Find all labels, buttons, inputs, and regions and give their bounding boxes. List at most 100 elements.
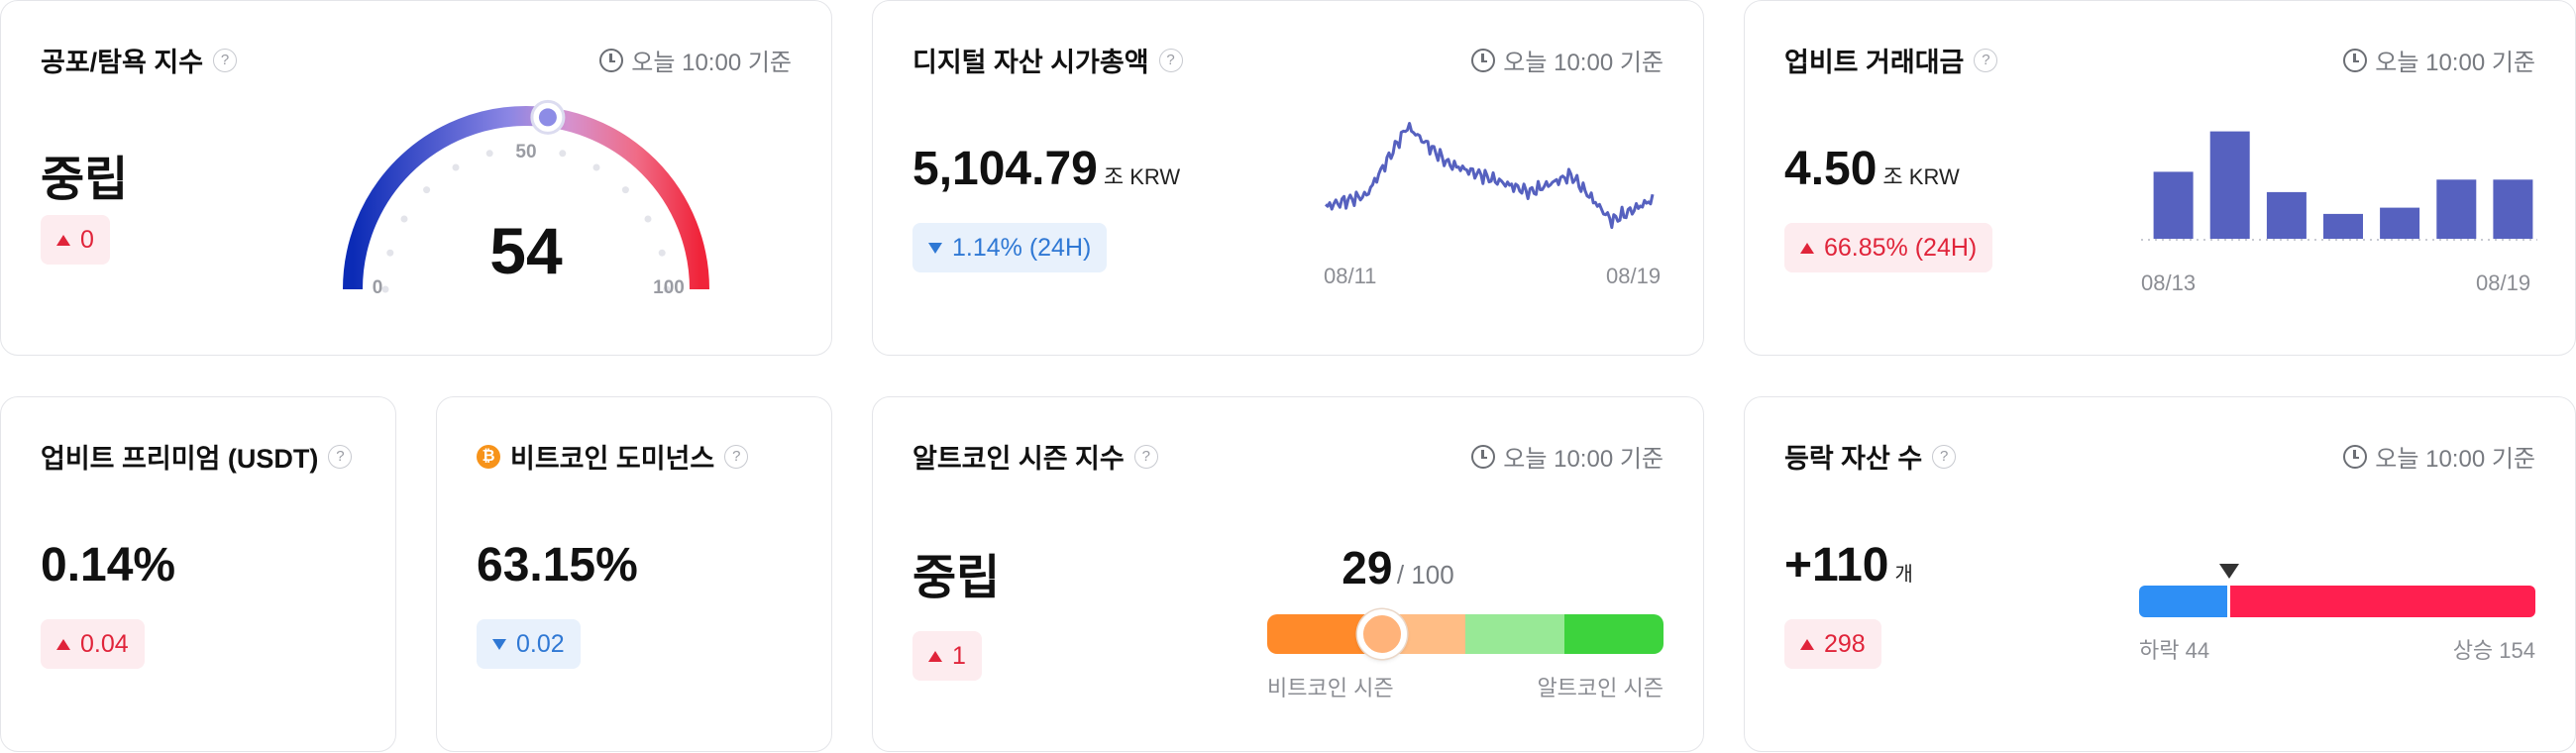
gauge-tick-dot	[452, 163, 460, 171]
timestamp: 오늘 10:00 기준	[1471, 439, 1664, 474]
market-cap-series-line	[1325, 122, 1655, 230]
gauge-value: 54	[489, 214, 563, 287]
card-title: ₿ 비트코인 도미넌스 ?	[477, 437, 749, 476]
fear-greed-gauge: 0 50 100 54	[343, 99, 709, 298]
market-cap-number: 5,104.79	[912, 143, 1098, 195]
updown-unit: 개	[1894, 564, 1913, 586]
fear-greed-card[interactable]: 공포/탐욕 지수 ? 오늘 10:00 기준 중립 0 0 50 100 54	[0, 0, 832, 356]
dominance-value: 63.15%	[477, 539, 638, 592]
clock-icon	[2343, 48, 2368, 72]
x-axis-start-label: 08/11	[1324, 264, 1377, 288]
timestamp: 오늘 10:00 기준	[2343, 43, 2535, 77]
fear-greed-title: 공포/탐욕 지수	[41, 48, 204, 77]
ratio-bar-down	[2139, 586, 2227, 617]
gauge-knob-center	[538, 108, 557, 127]
clock-icon	[1471, 48, 1496, 72]
clock-icon	[599, 48, 624, 72]
altseason-status: 중립	[912, 552, 1001, 604]
scale-segment-bitcoin-strong	[1267, 614, 1366, 654]
up-arrow-icon	[1800, 242, 1814, 254]
bitcoin-season-label: 비트코인 시즌	[1267, 676, 1394, 700]
ratio-bar-up	[2229, 586, 2535, 617]
gauge-tick-dot	[663, 285, 671, 293]
change-value: 1	[952, 641, 966, 670]
help-icon[interactable]: ?	[1932, 444, 1957, 469]
up-arrow-icon	[1800, 638, 1814, 650]
x-axis-end-label: 08/19	[2476, 270, 2531, 295]
gauge-tick-dot	[592, 163, 600, 171]
down-count-label: 하락 44	[2139, 638, 2210, 663]
up-arrow-icon	[928, 650, 942, 662]
ratio-marker-icon	[2218, 564, 2239, 579]
timestamp-text: 오늘 10:00 기준	[1503, 446, 1664, 473]
volume-unit: 조 KRW	[1882, 164, 1960, 189]
change-value: 1.14% (24H)	[952, 233, 1092, 262]
updown-card[interactable]: 등락 자산 수 ? 오늘 10:00 기준 +110 개 298 하락 44 상승…	[1744, 396, 2576, 752]
altseason-value: 29	[1342, 542, 1393, 593]
volume-value: 4.50 조 KRW	[1784, 142, 1960, 196]
change-badge: 66.85% (24H)	[1784, 223, 1993, 272]
market-cap-card[interactable]: 디지털 자산 시가총액 ? 오늘 10:00 기준 5,104.79 조 KRW …	[872, 0, 1704, 356]
volume-bar-08-19	[2493, 179, 2533, 239]
gauge-max-label: 100	[653, 277, 685, 298]
clock-icon	[2343, 444, 2368, 469]
down-arrow-icon	[492, 638, 506, 650]
volume-number: 4.50	[1784, 143, 1878, 195]
volume-card[interactable]: 업비트 거래대금 ? 오늘 10:00 기준 4.50 조 KRW 66.85% …	[1744, 0, 2576, 356]
gauge-tick-dot	[400, 215, 408, 223]
altseason-card[interactable]: 알트코인 시즌 지수 ? 오늘 10:00 기준 중립 1 29 / 100 비…	[872, 396, 1704, 752]
volume-bar-08-15	[2266, 191, 2307, 239]
gauge-mid-label: 50	[515, 142, 536, 162]
gauge-tick-dot	[386, 249, 394, 257]
help-icon[interactable]: ?	[1974, 48, 1998, 72]
timestamp: 오늘 10:00 기준	[599, 43, 792, 77]
x-axis-start-label: 08/13	[2141, 270, 2197, 295]
altseason-score: 29 / 100	[873, 541, 1705, 594]
help-icon[interactable]: ?	[1158, 48, 1183, 72]
gauge-tick-dot	[644, 215, 652, 223]
updown-ratio-bar	[2139, 586, 2535, 617]
help-icon[interactable]: ?	[328, 444, 353, 469]
gauge-min-label: 0	[373, 277, 383, 298]
up-count-label: 상승 154	[2452, 638, 2535, 663]
up-arrow-icon	[56, 234, 70, 246]
gauge-tick-dot	[658, 249, 666, 257]
altseason-indicator	[1357, 609, 1407, 659]
altseason-max: / 100	[1396, 560, 1454, 590]
market-cap-unit: 조 KRW	[1103, 164, 1181, 189]
help-icon[interactable]: ?	[1133, 444, 1158, 469]
help-icon[interactable]: ?	[724, 444, 749, 469]
change-value: 66.85% (24H)	[1824, 233, 1978, 262]
gauge-arc	[343, 106, 709, 290]
scale-segment-alt	[1465, 614, 1564, 654]
premium-title: 업비트 프리미엄 (USDT)	[41, 444, 319, 474]
updown-value: +110 개	[1784, 538, 1913, 592]
gauge-tick-dot	[423, 186, 431, 194]
change-value: 0.04	[80, 629, 129, 658]
change-badge: 1	[912, 631, 982, 681]
timestamp: 오늘 10:00 기준	[1471, 43, 1664, 77]
change-badge: 0.04	[41, 619, 145, 669]
card-title: 공포/탐욕 지수 ?	[41, 41, 238, 79]
up-arrow-icon	[56, 638, 70, 650]
volume-bar-08-13	[2153, 171, 2194, 239]
market-cap-value: 5,104.79 조 KRW	[912, 142, 1180, 196]
premium-value: 0.14%	[41, 539, 176, 592]
volume-bar-08-16	[2323, 213, 2363, 239]
volume-title: 업비트 거래대금	[1784, 48, 1965, 77]
gauge-tick-dot	[559, 150, 567, 158]
dominance-card[interactable]: ₿ 비트코인 도미넌스 ? 63.15% 0.02	[436, 396, 832, 752]
timestamp-text: 오늘 10:00 기준	[2375, 50, 2535, 76]
gauge-tick-dot	[381, 285, 389, 293]
altcoin-season-label: 알트코인 시즌	[1537, 676, 1664, 700]
timestamp-text: 오늘 10:00 기준	[631, 50, 792, 76]
change-value: 0	[80, 225, 94, 254]
card-title: 업비트 거래대금 ?	[1784, 41, 1998, 79]
help-icon[interactable]: ?	[213, 48, 238, 72]
bitcoin-icon: ₿	[477, 444, 500, 469]
dominance-title: 비트코인 도미넌스	[510, 444, 715, 474]
premium-card[interactable]: 업비트 프리미엄 (USDT) ? 0.14% 0.04	[0, 396, 396, 752]
change-badge: 0	[41, 215, 110, 265]
change-badge: 0.02	[477, 619, 581, 669]
x-axis-end-label: 08/19	[1606, 264, 1662, 288]
